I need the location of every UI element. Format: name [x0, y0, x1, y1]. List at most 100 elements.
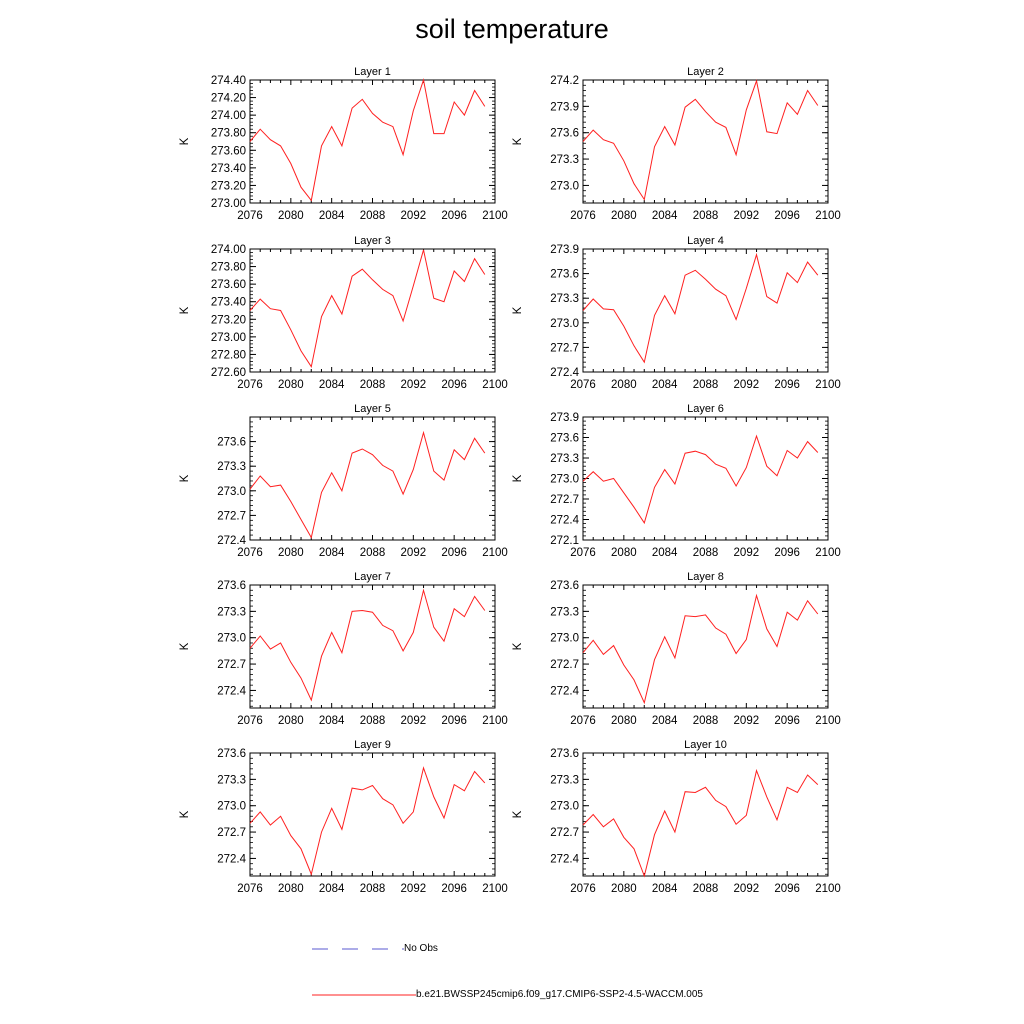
y-tick-label: 273.0 — [217, 633, 246, 645]
y-tick-label: 272.7 — [550, 494, 579, 506]
panel-title: Layer 9 — [354, 739, 391, 751]
x-tick-label: 2092 — [734, 210, 760, 222]
x-tick-label: 2088 — [693, 547, 719, 559]
x-tick-label: 2084 — [319, 547, 345, 559]
series-line — [582, 593, 819, 705]
series-line — [249, 588, 486, 702]
y-tick-label: 272.7 — [550, 827, 579, 839]
y-tick-label: 273.40 — [211, 297, 246, 309]
x-tick-label: 2092 — [734, 547, 760, 559]
y-axis-label: K — [179, 137, 191, 145]
x-tick-label: 2084 — [319, 210, 345, 222]
panel-title: Layer 1 — [354, 66, 391, 78]
y-tick-label: 272.7 — [217, 827, 246, 839]
x-tick-label: 2080 — [611, 210, 637, 222]
x-tick-label: 2084 — [319, 379, 345, 391]
y-axis-label: K — [512, 306, 524, 314]
plot-frame — [582, 584, 829, 709]
legend-obs-label: No Obs — [404, 943, 438, 954]
y-tick-label: 272.7 — [550, 659, 579, 671]
legend-obs-swatch — [312, 948, 404, 950]
plot-frame — [582, 79, 829, 204]
y-tick-label: 273.80 — [211, 262, 246, 274]
y-tick-label: 273.0 — [217, 801, 246, 813]
x-tick-label: 2084 — [652, 883, 678, 895]
plot-frame — [582, 416, 829, 541]
series-line — [249, 430, 486, 539]
x-tick-label: 2092 — [401, 210, 427, 222]
x-tick-label: 2096 — [441, 715, 467, 727]
y-axis-label: K — [179, 642, 191, 650]
x-tick-label: 2084 — [319, 715, 345, 727]
panel-10: Layer 10 2076 2080 2084 2088 2092 2096 2100 272.… — [512, 739, 841, 895]
y-tick-label: 273.40 — [211, 163, 246, 175]
series-line — [249, 78, 486, 202]
y-tick-label: 272.4 — [550, 367, 579, 379]
y-tick-label: 272.7 — [550, 342, 579, 354]
x-tick-label: 2096 — [774, 883, 800, 895]
x-tick-label: 2080 — [278, 547, 304, 559]
panel-title: Layer 10 — [684, 739, 727, 751]
legend-model: b.e21.BWSSP245cmip6.f09_g17.CMIP6-SSP2-4… — [312, 988, 832, 1004]
y-tick-label: 273.6 — [550, 128, 579, 140]
x-tick-label: 2100 — [482, 715, 508, 727]
y-tick-label: 272.4 — [550, 515, 579, 527]
panel-title: Layer 4 — [687, 235, 724, 247]
y-tick-label: 273.3 — [550, 453, 579, 465]
x-tick-label: 2092 — [401, 547, 427, 559]
y-tick-label: 272.80 — [211, 349, 246, 361]
x-tick-label: 2096 — [774, 379, 800, 391]
series-line — [249, 766, 486, 876]
y-tick-label: 273.00 — [211, 198, 246, 210]
y-tick-label: 273.9 — [550, 412, 579, 424]
y-tick-label: 272.4 — [217, 535, 246, 547]
y-tick-label: 274.00 — [211, 110, 246, 122]
x-tick-label: 2088 — [360, 547, 386, 559]
y-tick-label: 274.00 — [211, 244, 246, 256]
x-tick-label: 2100 — [815, 715, 841, 727]
y-tick-label: 273.00 — [211, 332, 246, 344]
x-tick-label: 2088 — [360, 715, 386, 727]
x-tick-label: 2088 — [360, 210, 386, 222]
page-title: soil temperature — [415, 14, 609, 44]
y-tick-label: 272.7 — [217, 510, 246, 522]
x-tick-label: 2076 — [570, 715, 596, 727]
panel-8: Layer 8 2076 2080 2084 2088 2092 2096 2100 272.4… — [512, 571, 841, 727]
y-tick-label: 273.0 — [550, 318, 579, 330]
y-tick-label: 273.80 — [211, 128, 246, 140]
x-tick-label: 2096 — [441, 210, 467, 222]
x-tick-label: 2096 — [441, 883, 467, 895]
plot-frame — [249, 584, 496, 709]
y-axis-label: K — [179, 306, 191, 314]
y-tick-label: 273.3 — [550, 293, 579, 305]
panel-title: Layer 5 — [354, 403, 391, 415]
y-tick-label: 273.0 — [550, 801, 579, 813]
y-tick-label: 273.0 — [550, 633, 579, 645]
plot-frame — [582, 752, 829, 877]
panel-title: Layer 3 — [354, 235, 391, 247]
x-tick-label: 2080 — [611, 547, 637, 559]
plot-frame — [249, 416, 496, 541]
plot-frame — [249, 248, 496, 373]
y-tick-label: 273.6 — [550, 580, 579, 592]
y-tick-label: 273.6 — [550, 433, 579, 445]
y-tick-label: 273.6 — [217, 748, 246, 760]
plot-frame — [582, 248, 829, 373]
x-tick-label: 2076 — [570, 379, 596, 391]
y-tick-label: 272.60 — [211, 367, 246, 379]
panel-5: Layer 5 2076 2080 2084 2088 2092 2096 2100 272.4… — [179, 403, 508, 559]
series-line — [582, 79, 819, 201]
x-tick-label: 2096 — [774, 715, 800, 727]
panel-1: Layer 1 2076 2080 2084 2088 2092 2096 2100 273.0… — [179, 66, 508, 222]
x-tick-label: 2096 — [441, 379, 467, 391]
panel-7: Layer 7 2076 2080 2084 2088 2092 2096 2100 272.4… — [179, 571, 508, 727]
y-tick-label: 272.4 — [217, 853, 246, 865]
x-tick-label: 2100 — [482, 210, 508, 222]
x-tick-label: 2084 — [319, 883, 345, 895]
y-tick-label: 273.6 — [217, 580, 246, 592]
panel-title: Layer 6 — [687, 403, 724, 415]
x-tick-label: 2080 — [611, 379, 637, 391]
x-tick-label: 2080 — [278, 715, 304, 727]
x-tick-label: 2100 — [482, 379, 508, 391]
